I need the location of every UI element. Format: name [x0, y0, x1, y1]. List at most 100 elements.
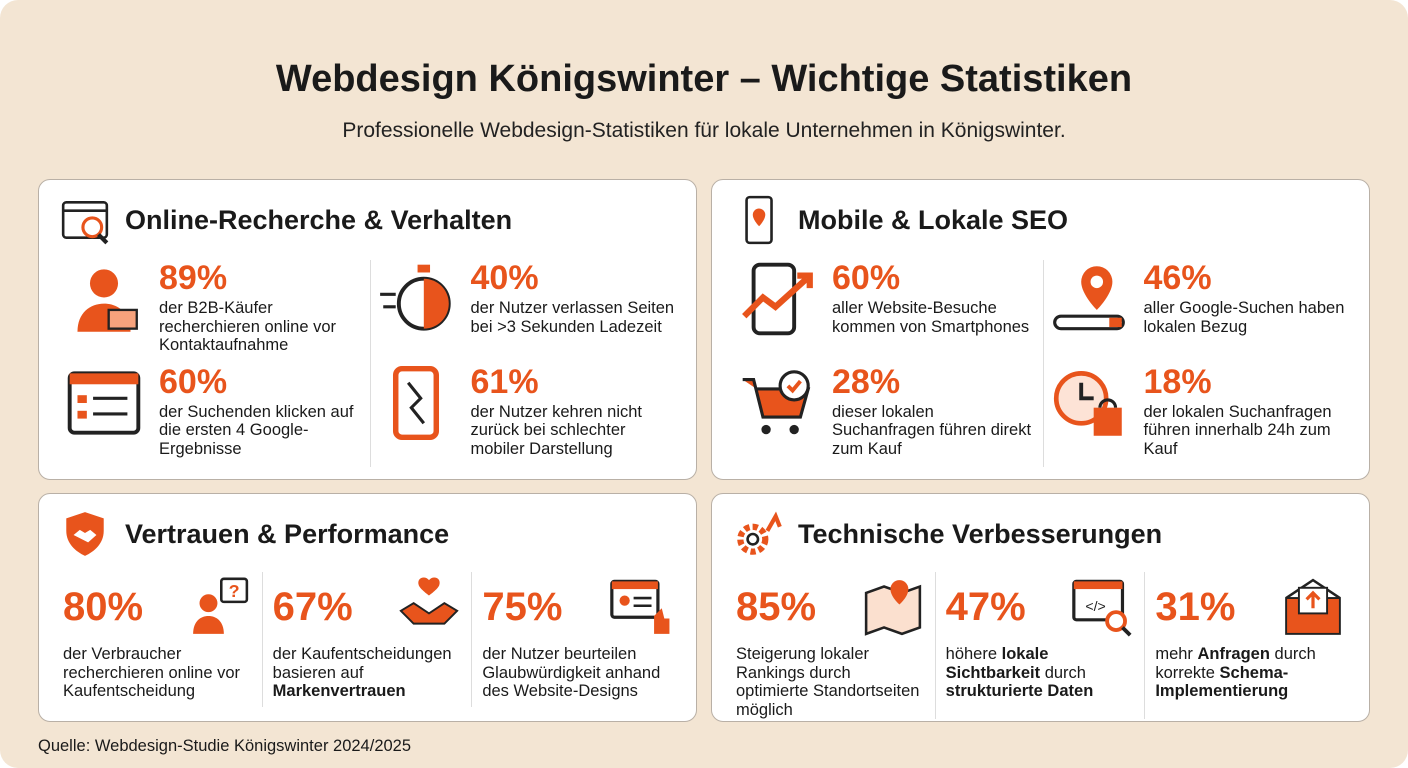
- panel: Mobile & Lokale SEO 60% aller Website-Besu…: [711, 179, 1370, 480]
- icon: [742, 369, 811, 434]
- stat-desc: der Nutzer beurteilen Glaubwürdigkeit an…: [482, 645, 672, 701]
- icon: [379, 264, 451, 331]
- stat-value: 47%: [945, 585, 1026, 629]
- stat: 60% der Suchenden klicken auf die ersten …: [59, 363, 371, 467]
- panel-title: Online-Recherche & Verhalten: [125, 204, 513, 235]
- stat-text: 28% dieser lokalen Suchanfragen führen di…: [832, 364, 1037, 459]
- desc-part: der Nutzer beurteilen Glaubwürdigkeit an…: [482, 645, 661, 700]
- icon: [742, 262, 813, 336]
- stat-value: 61%: [470, 362, 539, 401]
- icon: [392, 365, 439, 440]
- panel-header: Technische Verbesserungen: [732, 508, 1162, 560]
- stat-text: 40% der Nutzer verlassen Seiten bei >3 Se…: [471, 260, 677, 336]
- stat-text: 89% der B2B-Käufer recherchieren online v…: [159, 260, 364, 355]
- stat-top: 31%: [1155, 572, 1345, 642]
- stat-value: 89%: [159, 259, 228, 297]
- stat-desc: aller Website-Besuche kommen von Smartph…: [832, 299, 1037, 336]
- svg-text:</>: </>: [1086, 598, 1106, 614]
- panel-header: Mobile & Lokale SEO: [732, 194, 1068, 246]
- stat-desc: höhere lokale Sichtbarkeit durch struktu…: [946, 645, 1135, 701]
- stat-desc: der Suchenden klicken auf die ersten 4 G…: [159, 403, 364, 459]
- panel-header: Vertrauen & Performance: [59, 508, 449, 560]
- stat-top: 47% </>: [946, 572, 1135, 642]
- desc-part: der Verbraucher recherchieren online vor…: [63, 645, 241, 700]
- desc-part: durch: [1040, 663, 1086, 682]
- stat-desc: der B2B-Käufer recherchieren online vor …: [159, 299, 364, 355]
- stat-text: 46% aller Google-Suchen haben lokalen Bez…: [1144, 260, 1350, 336]
- stat-value: 85%: [736, 585, 817, 629]
- stat-text: 61% der Nutzer kehren nicht zurück bei sc…: [471, 364, 677, 459]
- icon: ?: [192, 577, 248, 634]
- stat: 31% mehr Anfragen durch korrekte Schema-I…: [1145, 572, 1355, 719]
- stat: 40% der Nutzer verlassen Seiten bei >3 Se…: [371, 260, 683, 364]
- stat: 60% aller Website-Besuche kommen von Smar…: [732, 260, 1044, 364]
- stat: 47% </> höhere lokale Sichtbarkeit durch s…: [936, 572, 1146, 719]
- icon: [737, 511, 782, 555]
- desc-part: lokale Sichtbarkeit: [945, 645, 1049, 682]
- panel-header: Online-Recherche & Verhalten: [59, 194, 512, 246]
- stat-top: 75%: [482, 572, 672, 642]
- desc-part: aller Website-Besuche kommen von Smartph…: [832, 299, 1030, 336]
- stat-value: 67%: [272, 585, 353, 629]
- stat-desc: Steigerung lokaler Rankings durch optimi…: [736, 645, 925, 719]
- stats: 80%? der Verbraucher recherchieren online…: [53, 572, 682, 707]
- subtitle: Professionelle Webdesign-Statistiken für…: [342, 119, 1066, 142]
- stat-text: 18% der lokalen Suchanfragen führen inner…: [1144, 364, 1350, 459]
- stat-value: 46%: [1143, 259, 1212, 297]
- svg-text:?: ?: [228, 581, 239, 601]
- icon: [67, 370, 141, 435]
- desc-part: der lokalen Suchanfragen führen innerhal…: [1143, 402, 1332, 458]
- stats: 89% der B2B-Käufer recherchieren online v…: [59, 260, 682, 467]
- stat: 80%? der Verbraucher recherchieren online…: [53, 572, 263, 707]
- stat-desc: der Verbraucher recherchieren online vor…: [63, 645, 252, 701]
- stat-desc: mehr Anfragen durch korrekte Schema-Impl…: [1155, 645, 1345, 701]
- desc-part: der Nutzer kehren nicht zurück bei schle…: [470, 402, 643, 458]
- stat-text: 60% aller Website-Besuche kommen von Smar…: [832, 260, 1037, 336]
- icon: [1285, 578, 1341, 635]
- panel: Technische Verbesserungen 85% Steigerung l…: [711, 493, 1370, 722]
- desc-part: Markenvertrauen: [272, 682, 406, 700]
- stat-desc: der Nutzer verlassen Seiten bei >3 Sekun…: [471, 299, 677, 336]
- desc-part: Schema-Implementierung: [1155, 663, 1289, 701]
- stat-value: 18%: [1143, 362, 1212, 401]
- desc-part: Anfragen: [1197, 645, 1270, 663]
- stat: 28% dieser lokalen Suchanfragen führen di…: [732, 363, 1044, 467]
- icon: [1053, 370, 1122, 436]
- desc-part: aller Google-Suchen haben lokalen Bezug: [1143, 299, 1345, 336]
- desc-part: dieser lokalen Suchanfragen führen direk…: [832, 402, 1032, 458]
- stat-top: 80%?: [63, 572, 252, 642]
- icon: [66, 512, 104, 556]
- stat: 89% der B2B-Käufer recherchieren online v…: [59, 260, 371, 364]
- desc-part: höhere: [945, 645, 1002, 663]
- panel: Online-Recherche & Verhalten 89% der B2B-K…: [38, 179, 697, 480]
- panel: Vertrauen & Performance 80%? der Verbrauch…: [38, 493, 697, 722]
- icon: </>: [1072, 579, 1132, 637]
- stat-desc: der lokalen Suchanfragen führen innerhal…: [1144, 403, 1350, 459]
- stat: 67% der Kaufentscheidungen basieren auf M…: [263, 572, 473, 707]
- stat-value: 75%: [482, 585, 563, 629]
- desc-part: strukturierte Daten: [945, 682, 1094, 700]
- panel-title: Vertrauen & Performance: [125, 518, 450, 549]
- stats: 60% aller Website-Besuche kommen von Smar…: [732, 260, 1355, 467]
- stat: 61% der Nutzer kehren nicht zurück bei sc…: [371, 364, 683, 468]
- desc-part: der Suchenden klicken auf die ersten 4 G…: [159, 402, 354, 458]
- stat-desc: aller Google-Suchen haben lokalen Bezug: [1144, 299, 1350, 336]
- stat: 18% der lokalen Suchanfragen führen inner…: [1044, 364, 1356, 468]
- icon: [610, 579, 670, 634]
- stat-desc: der Nutzer kehren nicht zurück bei schle…: [471, 403, 677, 459]
- stat-desc: der Kaufentscheidungen basieren auf Mark…: [273, 645, 462, 701]
- stat-text: 60% der Suchenden klicken auf die ersten …: [159, 364, 364, 459]
- stats: 85% Steigerung lokaler Rankings durch opt…: [726, 572, 1355, 719]
- source: Quelle: Webdesign-Studie Königswinter 20…: [38, 737, 412, 755]
- stat: 85% Steigerung lokaler Rankings durch opt…: [726, 572, 936, 719]
- icon: [77, 269, 138, 332]
- icon: [61, 201, 109, 245]
- desc-part: der Kaufentscheidungen basieren auf: [272, 645, 452, 682]
- stat-value: 60%: [159, 362, 228, 401]
- icon: [864, 580, 921, 636]
- icon: [399, 577, 460, 625]
- stat-top: 85%: [736, 572, 925, 642]
- panel-title: Technische Verbesserungen: [798, 518, 1163, 549]
- stat-value: 31%: [1155, 585, 1236, 629]
